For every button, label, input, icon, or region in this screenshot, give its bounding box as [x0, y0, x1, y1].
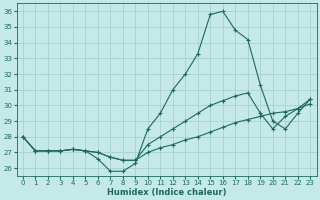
X-axis label: Humidex (Indice chaleur): Humidex (Indice chaleur) — [107, 188, 226, 197]
